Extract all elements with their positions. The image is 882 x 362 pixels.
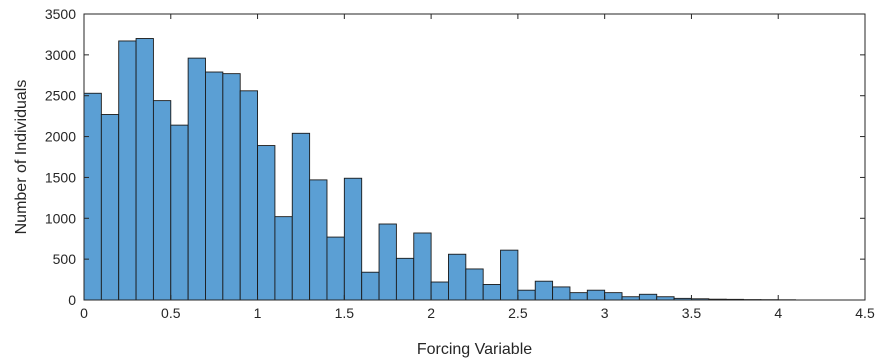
histogram-bar (205, 71, 224, 301)
x-tick-label: 3.5 (682, 305, 702, 321)
y-tick-label: 0 (68, 292, 76, 308)
histogram-bar (118, 40, 137, 301)
histogram-bar (569, 292, 588, 301)
histogram-bar (152, 100, 172, 301)
x-ticks-group: 0 0.5 1 1.5 2 2.5 3 3.5 4 4.5 (80, 14, 875, 321)
y-axis-label: Number of Individuals (13, 80, 30, 235)
x-tick-label: 4 (774, 305, 782, 321)
histogram-bar (448, 253, 467, 301)
y-ticks-group: 0 500 1000 1500 2000 2500 3000 3500 (45, 6, 865, 308)
histogram-bar (395, 257, 415, 301)
histogram-bar (413, 232, 432, 301)
histogram-bar (343, 177, 363, 301)
histogram-bar (274, 216, 293, 301)
histogram-bar (291, 132, 311, 301)
y-tick-label: 2000 (45, 129, 76, 145)
x-tick-label: 0.5 (161, 305, 181, 321)
histogram-bar (604, 292, 623, 301)
histogram-bar (534, 280, 554, 301)
histogram-bar (309, 179, 328, 301)
histogram-bar (586, 289, 606, 301)
x-tick-label: 4.5 (855, 305, 875, 321)
histogram-bar (638, 293, 658, 301)
histogram-bar (222, 73, 241, 301)
y-tick-label: 1500 (45, 169, 76, 185)
y-tick-label: 3500 (45, 6, 76, 22)
histogram-bar (500, 249, 519, 301)
histogram-bar (482, 284, 501, 301)
histogram-bar (239, 90, 259, 301)
histogram-bar (430, 281, 449, 301)
x-tick-label: 0 (80, 305, 88, 321)
x-axis-label: Forcing Variable (417, 341, 532, 358)
x-tick-label: 1.5 (335, 305, 355, 321)
histogram-bar (517, 289, 536, 301)
histogram-bar (100, 114, 120, 301)
y-tick-label: 2500 (45, 88, 76, 104)
histogram-bar (552, 286, 571, 301)
histogram-bar (83, 92, 102, 301)
y-tick-label: 500 (53, 251, 77, 267)
histogram-bar (170, 124, 189, 301)
histogram-bar (361, 271, 380, 301)
histogram-bar (257, 145, 276, 301)
x-tick-label: 1 (254, 305, 262, 321)
histogram-bar (135, 38, 154, 301)
y-tick-label: 3000 (45, 47, 76, 63)
histogram-bar (465, 268, 484, 301)
histogram-bar (187, 57, 206, 301)
x-tick-label: 2.5 (508, 305, 528, 321)
bars-group (83, 38, 797, 301)
y-tick-label: 1000 (45, 210, 76, 226)
axes-box (83, 13, 866, 301)
x-tick-label: 3 (601, 305, 609, 321)
x-tick-label: 2 (427, 305, 435, 321)
histogram-bar (326, 236, 345, 301)
histogram-bar (378, 223, 397, 301)
